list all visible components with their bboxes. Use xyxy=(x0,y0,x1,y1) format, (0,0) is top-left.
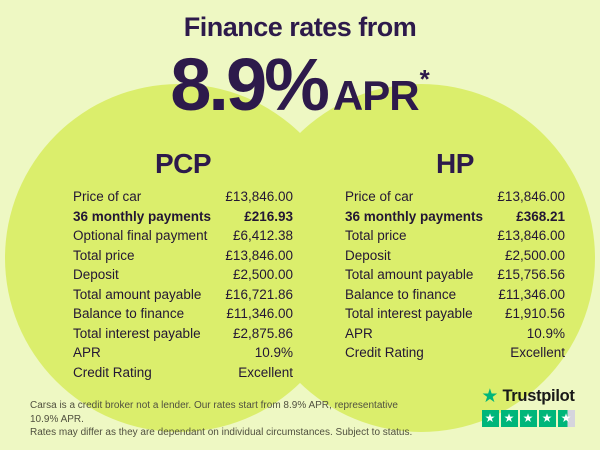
row-value: £216.93 xyxy=(244,208,293,224)
trustpilot-wordmark: Trustpilot xyxy=(502,387,575,405)
row-value: £13,846.00 xyxy=(225,189,293,204)
trustpilot-rating-stars: ★ ★ ★ ★ ★ xyxy=(478,410,578,427)
row-label: Total amount payable xyxy=(73,286,202,302)
table-row: Optional final payment £6,412.38 xyxy=(73,228,293,248)
row-label: Total amount payable xyxy=(345,267,474,282)
table-row: Balance to finance £11,346.00 xyxy=(345,287,565,307)
table-row: Balance to finance £11,346.00 xyxy=(73,306,293,326)
row-label: 36 monthly payments xyxy=(345,208,484,224)
table-row: 36 monthly payments £216.93 xyxy=(73,209,293,229)
row-value: £6,412.38 xyxy=(232,228,293,243)
table-row: Total price £13,846.00 xyxy=(345,228,565,248)
row-label: Deposit xyxy=(345,247,391,263)
row-label: Deposit xyxy=(73,267,119,282)
row-value: £1,910.56 xyxy=(504,306,565,321)
row-label: Balance to finance xyxy=(345,286,457,302)
background-circle-right xyxy=(247,84,595,432)
headline-rate: 8.9% APR * xyxy=(0,42,600,127)
row-value: Excellent xyxy=(238,364,293,380)
pcp-title: PCP xyxy=(154,148,212,179)
table-row: APR 10.9% xyxy=(345,326,565,346)
row-label: Price of car xyxy=(345,189,414,204)
row-value: £13,846.00 xyxy=(497,189,565,204)
rating-star-icon: ★ xyxy=(481,410,499,427)
rating-star-icon: ★ xyxy=(500,410,518,427)
row-label: Total price xyxy=(73,247,135,263)
table-row: Total amount payable £15,756.56 xyxy=(345,267,565,287)
rate-value: 8.9% xyxy=(170,43,330,126)
row-value: 10.9% xyxy=(254,345,293,360)
row-label: Credit Rating xyxy=(73,364,152,380)
row-label: 36 monthly payments xyxy=(73,208,212,224)
row-label: Total price xyxy=(345,228,407,243)
row-label: Total interest payable xyxy=(73,325,201,341)
row-label: Price of car xyxy=(73,189,142,204)
rate-suffix: APR xyxy=(332,72,420,119)
row-label: APR xyxy=(73,345,101,360)
row-value: £11,346.00 xyxy=(498,286,565,302)
trustpilot-star-icon: ★ xyxy=(481,386,499,407)
row-label: Balance to finance xyxy=(73,306,185,321)
row-value: £13,846.00 xyxy=(225,247,293,263)
page-title: Finance rates from xyxy=(183,12,417,42)
disclaimer-line-1: Carsa is a credit broker not a lender. O… xyxy=(30,400,398,425)
table-row: Deposit £2,500.00 xyxy=(73,267,293,287)
trustpilot-logo: ★ Trustpilot xyxy=(478,387,578,406)
table-row: Credit Rating Excellent xyxy=(345,345,565,365)
row-label: Credit Rating xyxy=(345,345,424,360)
table-row: 36 monthly payments £368.21 xyxy=(345,209,565,229)
pcp-table: PCP Price of car £13,846.00 36 monthly p… xyxy=(73,148,293,384)
disclaimer-line-2: Rates may differ as they are dependant o… xyxy=(30,427,413,438)
row-value: £16,721.86 xyxy=(225,286,293,302)
row-value: £13,846.00 xyxy=(497,228,565,243)
row-label: APR xyxy=(345,325,373,341)
row-label: Total interest payable xyxy=(345,306,473,321)
disclaimer-text: Carsa is a credit broker not a lender. O… xyxy=(30,399,420,440)
row-value: £11,346.00 xyxy=(226,306,293,321)
hp-table: HP Price of car £13,846.00 36 monthly pa… xyxy=(345,148,565,365)
hp-title: HP xyxy=(436,148,474,179)
rating-star-icon: ★ xyxy=(519,410,537,427)
table-row: Total interest payable £1,910.56 xyxy=(345,306,565,326)
table-row: Total amount payable £16,721.86 xyxy=(73,287,293,307)
table-row: Price of car £13,846.00 xyxy=(73,189,293,209)
table-row: Total price £13,846.00 xyxy=(73,248,293,268)
table-row: Deposit £2,500.00 xyxy=(345,248,565,268)
row-value: £2,875.86 xyxy=(232,325,293,341)
table-row: Total interest payable £2,875.86 xyxy=(73,326,293,346)
row-label: Optional final payment xyxy=(73,228,208,243)
trustpilot-widget: ★ Trustpilot ★ ★ ★ ★ ★ xyxy=(478,387,578,427)
row-value: £368.21 xyxy=(516,208,565,224)
row-value: £2,500.00 xyxy=(232,267,293,282)
table-row: Credit Rating Excellent xyxy=(73,365,293,385)
table-row: Price of car £13,846.00 xyxy=(345,189,565,209)
rating-star-icon: ★ xyxy=(538,410,556,427)
row-value: Excellent xyxy=(510,345,565,360)
row-value: 10.9% xyxy=(526,325,565,341)
rate-asterisk: * xyxy=(419,64,430,94)
row-value: £15,756.56 xyxy=(497,267,565,282)
rating-star-partial-icon: ★ xyxy=(557,410,575,427)
row-value: £2,500.00 xyxy=(504,247,565,263)
table-row: APR 10.9% xyxy=(73,345,293,365)
